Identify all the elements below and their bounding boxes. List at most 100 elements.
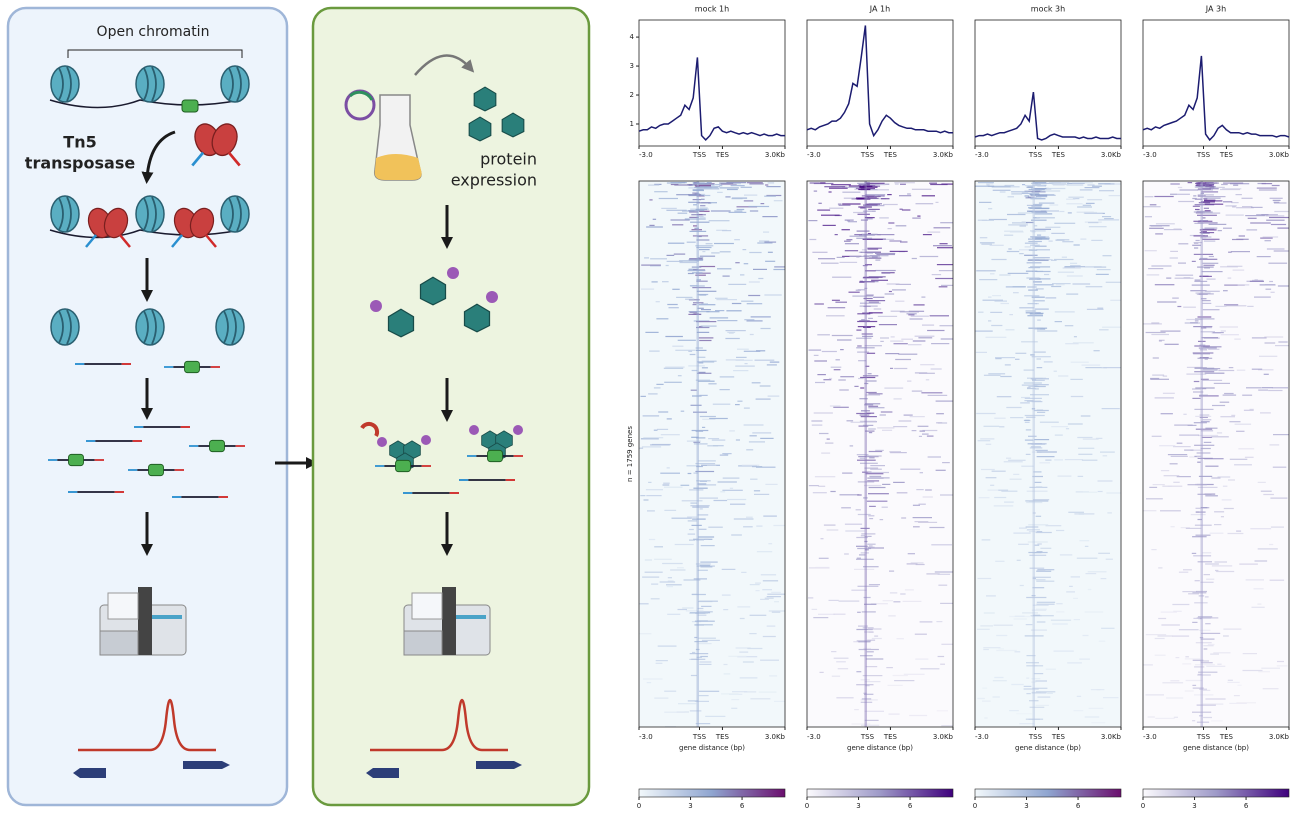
heatmap-row bbox=[1064, 459, 1083, 461]
heatmap-row bbox=[900, 468, 921, 470]
heatmap-row bbox=[1057, 239, 1070, 241]
heatmap-row bbox=[1102, 216, 1112, 218]
heatmap-row bbox=[990, 273, 995, 275]
heatmap-row bbox=[646, 226, 663, 228]
heatmap-row bbox=[1224, 304, 1239, 306]
heatmap-row bbox=[722, 489, 743, 491]
heatmap-row bbox=[723, 673, 731, 675]
heatmap-row bbox=[844, 553, 849, 555]
heatmap-row bbox=[1195, 212, 1205, 214]
heatmap-row bbox=[1072, 283, 1091, 285]
heatmap-row bbox=[859, 554, 866, 556]
heatmap-row bbox=[680, 484, 690, 486]
heatmap-row bbox=[1007, 213, 1026, 216]
heatmap-row bbox=[752, 466, 763, 468]
heatmap-row bbox=[1037, 411, 1046, 413]
heatmap-row bbox=[1036, 327, 1044, 329]
heatmap-row bbox=[859, 281, 865, 283]
heatmap-row bbox=[699, 255, 716, 257]
heatmap-row bbox=[938, 270, 953, 272]
heatmap-row bbox=[877, 427, 895, 429]
heatmap-row bbox=[1259, 355, 1278, 357]
heatmap-row bbox=[868, 276, 886, 278]
heatmap-row bbox=[1200, 421, 1210, 423]
heatmap-row bbox=[880, 411, 893, 413]
heatmap-row bbox=[1185, 527, 1202, 529]
heatmap-row bbox=[1213, 652, 1231, 654]
heatmap-row bbox=[865, 473, 884, 475]
tss-stripe bbox=[1032, 181, 1035, 727]
heatmap-row bbox=[992, 696, 1000, 698]
heatmap-row bbox=[701, 309, 711, 311]
heatmap-row bbox=[906, 313, 917, 315]
heatmap-row bbox=[982, 687, 988, 689]
heatmap-row bbox=[709, 417, 728, 420]
heatmap-row bbox=[1088, 707, 1104, 709]
heatmap-row bbox=[1073, 336, 1077, 338]
heatmap-row bbox=[760, 437, 774, 439]
heatmap-row bbox=[774, 700, 785, 702]
heatmap-row bbox=[690, 221, 710, 223]
heatmap-row bbox=[975, 185, 995, 187]
heatmap-row bbox=[698, 371, 706, 373]
heatmap-row bbox=[1178, 200, 1195, 203]
heatmap-row bbox=[1034, 213, 1053, 215]
heatmap-row bbox=[882, 429, 893, 431]
heatmap-row bbox=[1180, 527, 1190, 529]
heatmap-row bbox=[812, 251, 828, 253]
heatmap-row bbox=[1032, 587, 1045, 589]
heatmap-row bbox=[870, 468, 882, 470]
heatmap-row bbox=[864, 257, 882, 259]
heatmap-row bbox=[656, 318, 669, 320]
heatmap-row bbox=[1029, 706, 1045, 708]
heatmap-row bbox=[1192, 720, 1196, 722]
heatmap-row bbox=[1201, 228, 1215, 230]
heatmap-row bbox=[811, 608, 818, 610]
heatmap-row bbox=[671, 517, 692, 519]
heatmap-row bbox=[1173, 481, 1180, 483]
heatmap-row bbox=[682, 210, 695, 212]
heatmap-row bbox=[867, 543, 876, 545]
heatmap-row bbox=[1024, 421, 1030, 423]
heatmap-row bbox=[813, 190, 818, 192]
heatmap-row bbox=[900, 183, 906, 185]
heatmap-row bbox=[938, 286, 948, 288]
heatmap-row bbox=[749, 333, 754, 336]
heatmap-row bbox=[1198, 475, 1213, 477]
heatmap-row bbox=[701, 303, 708, 305]
heatmap-row bbox=[1200, 237, 1207, 239]
heatmap-row bbox=[1028, 258, 1045, 261]
heatmap-row bbox=[1087, 588, 1092, 591]
heatmap-row bbox=[867, 480, 880, 482]
heatmap-row bbox=[681, 500, 703, 502]
heatmap-row bbox=[1196, 455, 1202, 457]
heatmap-row bbox=[740, 186, 752, 188]
heatmap-row bbox=[866, 500, 888, 502]
heatmap-row bbox=[880, 337, 889, 339]
heatmap-row bbox=[983, 374, 1001, 376]
heatmap-row bbox=[841, 229, 850, 231]
heatmap-row bbox=[1197, 493, 1212, 495]
heatmap-row bbox=[857, 320, 878, 323]
heatmap-row bbox=[857, 313, 871, 315]
heatmap-row bbox=[749, 183, 764, 185]
heatmap-row bbox=[1091, 239, 1103, 241]
heatmap-row bbox=[1014, 615, 1025, 617]
heatmap-row bbox=[977, 440, 991, 442]
heatmap-row bbox=[756, 525, 763, 527]
heatmap-row bbox=[653, 429, 658, 431]
heatmap-row bbox=[817, 334, 830, 336]
heatmap-row bbox=[877, 315, 898, 317]
heatmap-row bbox=[864, 183, 871, 186]
heatmap-row bbox=[858, 625, 868, 627]
colorbar-tick-label: 6 bbox=[1076, 802, 1081, 810]
heatmap-row bbox=[888, 290, 892, 293]
heatmap-row bbox=[1201, 232, 1210, 234]
heatmap-row bbox=[842, 203, 861, 205]
colorbar-tick-label: 0 bbox=[1141, 802, 1145, 810]
heatmap-row bbox=[1186, 373, 1207, 375]
heatmap-row bbox=[765, 483, 778, 485]
heatmap-row bbox=[1224, 284, 1245, 286]
heatmap-row bbox=[1178, 243, 1189, 245]
heatmap-row bbox=[695, 245, 714, 247]
